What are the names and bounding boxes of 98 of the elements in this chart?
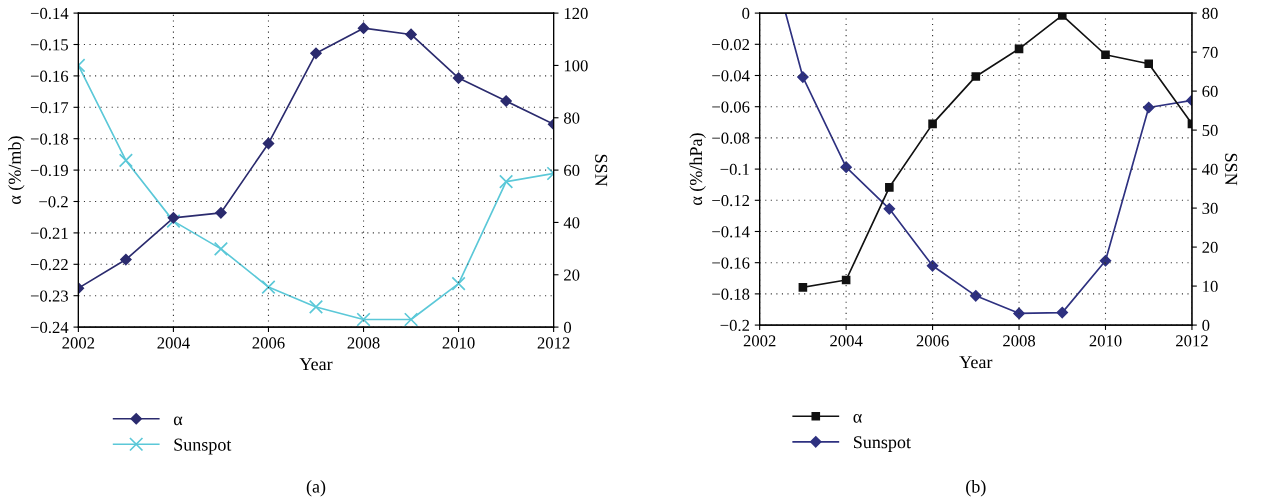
- legend-label: α: [853, 414, 862, 423]
- y-tick-label: −0.12: [712, 194, 750, 207]
- x-tick-label: 2002: [743, 335, 776, 347]
- y2-tick-label: 40: [563, 217, 580, 229]
- x-tick-label: 2008: [347, 337, 380, 349]
- y2-tick-label: 20: [1202, 241, 1218, 254]
- x-tick-label: 2002: [62, 337, 95, 349]
- y-tick-label: −0.08: [712, 132, 750, 144]
- y2-tick-label: 10: [1203, 280, 1218, 293]
- y2-tick-label: 100: [564, 60, 588, 72]
- x-tick-label: 2006: [252, 337, 285, 349]
- x-tick-label: 2012: [537, 337, 570, 349]
- legend-label: Sunspot: [854, 436, 911, 452]
- point: [1144, 59, 1154, 69]
- y2-tick-label: 80: [1202, 7, 1218, 20]
- point: [357, 22, 370, 34]
- y-tick-label: −0.1: [720, 163, 749, 176]
- y2-tick-label: 70: [1202, 46, 1218, 59]
- point: [499, 174, 514, 189]
- point: [1014, 44, 1024, 54]
- y-tick-label: −0.21: [30, 227, 68, 239]
- x-axis-title: Year: [959, 356, 993, 369]
- legend-label: Sunspot: [174, 438, 232, 455]
- point: [841, 275, 851, 285]
- point: [356, 312, 371, 327]
- point: [840, 161, 852, 173]
- y2-tick-label: 80: [563, 112, 580, 124]
- point: [451, 276, 466, 291]
- legend-label: α: [173, 416, 183, 426]
- point: [213, 241, 229, 256]
- x-tick-label: 2010: [1089, 335, 1122, 347]
- x-axis-title: Year: [299, 358, 333, 371]
- point: [883, 203, 896, 215]
- y2-tick-label: 60: [1202, 85, 1218, 98]
- point: [500, 95, 512, 107]
- y2-tick-label: 120: [564, 7, 588, 20]
- point: [118, 153, 133, 168]
- y-tick-label: −0.18: [30, 133, 69, 145]
- point: [1142, 101, 1155, 114]
- y-tick-label: −0.06: [712, 101, 750, 113]
- y2-tick-label: 40: [1202, 163, 1218, 176]
- point: [1013, 307, 1025, 320]
- y-tick-label: −0.24: [30, 321, 69, 334]
- y-tick-label: −0.23: [30, 290, 68, 302]
- y-tick-label: −0.19: [30, 164, 68, 177]
- x-tick-label: 2012: [1176, 335, 1208, 347]
- point: [261, 279, 276, 295]
- y-tick-label: −0.15: [30, 39, 68, 51]
- point: [167, 212, 180, 224]
- text: (b): [966, 480, 986, 497]
- point: [926, 260, 939, 272]
- point: [405, 28, 417, 41]
- point: [798, 283, 808, 292]
- point: [1057, 13, 1067, 20]
- y-tick-label: −0.17: [30, 102, 69, 114]
- y-tick-label: −0.2: [720, 319, 750, 332]
- point: [120, 253, 132, 266]
- y-axis-title: α (%/mb): [8, 136, 25, 204]
- point: [403, 312, 419, 327]
- point: [885, 183, 894, 192]
- point: [452, 72, 465, 84]
- y2-tick-label: 0: [563, 321, 572, 334]
- y-tick-label: −0.16: [30, 70, 69, 82]
- y2-tick-label: 50: [1202, 124, 1218, 137]
- point: [970, 290, 982, 302]
- y-tick-label: 0: [742, 7, 750, 20]
- x-tick-label: 2010: [442, 337, 475, 349]
- point: [166, 214, 181, 229]
- x-tick-label: 2006: [916, 335, 949, 347]
- point: [215, 207, 227, 219]
- y-tick-label: −0.16: [712, 257, 750, 269]
- y-tick-label: −0.18: [712, 288, 750, 300]
- point: [1101, 50, 1110, 60]
- y-tick-label: −0.14: [712, 226, 750, 238]
- point: [928, 119, 937, 129]
- point: [308, 299, 324, 315]
- y-tick-label: −0.22: [30, 259, 68, 271]
- y-tick-label: −0.02: [712, 39, 750, 51]
- y2-axis-title: SSN: [1225, 153, 1238, 186]
- point: [310, 47, 322, 60]
- point: [971, 72, 981, 81]
- x-tick-label: 2004: [157, 337, 190, 349]
- y-axis-title: α (%/hPa): [689, 133, 706, 205]
- y2-axis-title: SSN: [595, 154, 608, 187]
- point: [1099, 254, 1112, 267]
- y-tick-label: −0.2: [39, 196, 68, 208]
- y2-tick-label: 60: [564, 164, 580, 177]
- point: [1056, 306, 1069, 319]
- y-tick-label: −0.14: [30, 7, 69, 20]
- x-tick-label: 2004: [830, 335, 863, 347]
- y2-tick-label: 30: [1202, 202, 1218, 215]
- y-tick-label: −0.04: [712, 70, 750, 82]
- x-tick-label: 2008: [1003, 335, 1036, 347]
- text: (a): [306, 480, 326, 497]
- y2-tick-label: 0: [1202, 319, 1210, 332]
- point: [262, 137, 275, 150]
- y2-tick-label: 20: [564, 269, 580, 281]
- point: [797, 71, 809, 83]
